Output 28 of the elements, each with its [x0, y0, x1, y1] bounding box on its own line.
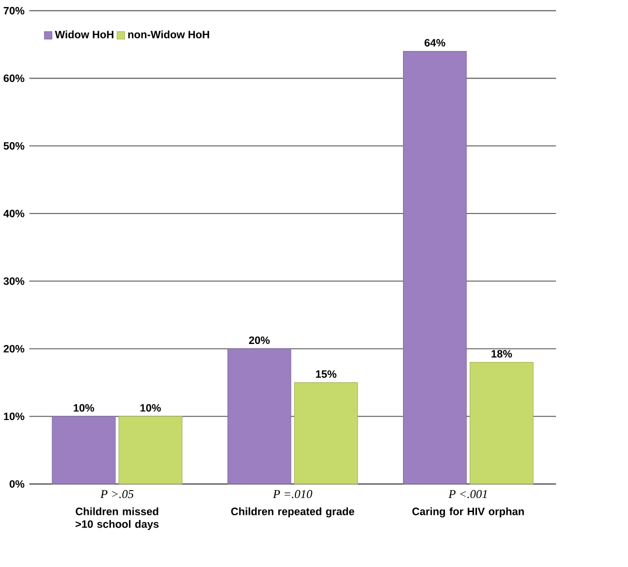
bar	[470, 362, 534, 484]
bar	[52, 416, 116, 484]
y-tick-label: 40%	[3, 210, 24, 218]
bar	[118, 416, 182, 484]
x-tick-label: Children missed >10 school days	[76, 508, 159, 530]
data-label: 20%	[249, 336, 270, 344]
y-tick-label: 60%	[4, 74, 24, 82]
y-tick-label: 70%	[4, 7, 24, 15]
data-label: 15%	[316, 370, 336, 378]
legend-label: Widow HoH	[54, 30, 114, 38]
text: P <.001	[448, 490, 487, 498]
data-label: 10%	[74, 404, 94, 412]
data-label: 18%	[492, 350, 512, 358]
text: P >.05	[100, 490, 134, 498]
x-tick-label: Caring for HIV orphan	[412, 508, 524, 518]
y-tick-label: 10%	[4, 412, 24, 420]
y-tick-label: 30%	[4, 278, 24, 286]
bar	[294, 382, 358, 484]
y-tick-label: 20%	[4, 345, 24, 353]
data-label: 64%	[424, 39, 446, 47]
bar	[403, 51, 467, 484]
x-tick-label: Children repeated grade	[231, 508, 354, 518]
y-tick-label: 0%	[10, 480, 24, 488]
bar	[227, 348, 292, 484]
legend-label: non-Widow HoH	[128, 30, 210, 38]
text: P =.010	[272, 490, 312, 498]
data-label: 10%	[140, 404, 161, 412]
y-tick-label: 50%	[4, 142, 24, 150]
